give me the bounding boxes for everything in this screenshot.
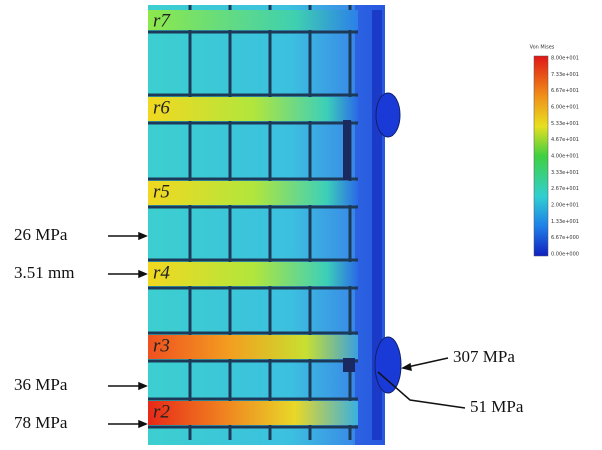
legend-title: Von Mises [530, 45, 555, 51]
legend-label: 8.00e+001 [551, 56, 579, 62]
legend-label: 4.67e+001 [551, 137, 579, 143]
row-label: r5 [153, 181, 170, 202]
legend-label: 0.00e+000 [551, 252, 579, 258]
annotation: 3.51 mm [14, 263, 74, 282]
legend-label: 5.33e+001 [551, 121, 579, 127]
annotation: 26 MPa [14, 225, 68, 244]
legend-label: 2.00e+001 [551, 203, 579, 209]
model [148, 5, 401, 445]
row-label: r4 [153, 262, 170, 283]
legend-label: 6.00e+001 [551, 105, 579, 111]
row-label: r6 [153, 97, 170, 118]
row-label: r2 [153, 401, 170, 422]
legend-label: 4.00e+001 [551, 154, 579, 160]
annotation: 78 MPa [14, 413, 68, 432]
legend-label: 6.67e+001 [551, 88, 579, 94]
legend-label: 3.33e+001 [551, 170, 579, 176]
row-label: r3 [153, 335, 170, 356]
legend: Von Mises 8.00e+001 7.33e+001 6.67e+001 6.0… [530, 45, 579, 258]
annotation: 51 MPa [470, 397, 524, 416]
legend-label: 7.33e+001 [551, 72, 579, 78]
annotation: 36 MPa [14, 375, 68, 394]
legend-label: 6.67e+000 [551, 235, 579, 241]
figure: r7 r6 r5 r4 r3 r2 26 MPa 3.51 mm 36 MPa 78 MP… [0, 0, 602, 450]
row-label: r7 [153, 10, 171, 31]
legend-label: 1.33e+001 [551, 219, 579, 225]
legend-label: 2.67e+001 [551, 186, 579, 192]
annotation: 307 MPa [453, 347, 515, 366]
